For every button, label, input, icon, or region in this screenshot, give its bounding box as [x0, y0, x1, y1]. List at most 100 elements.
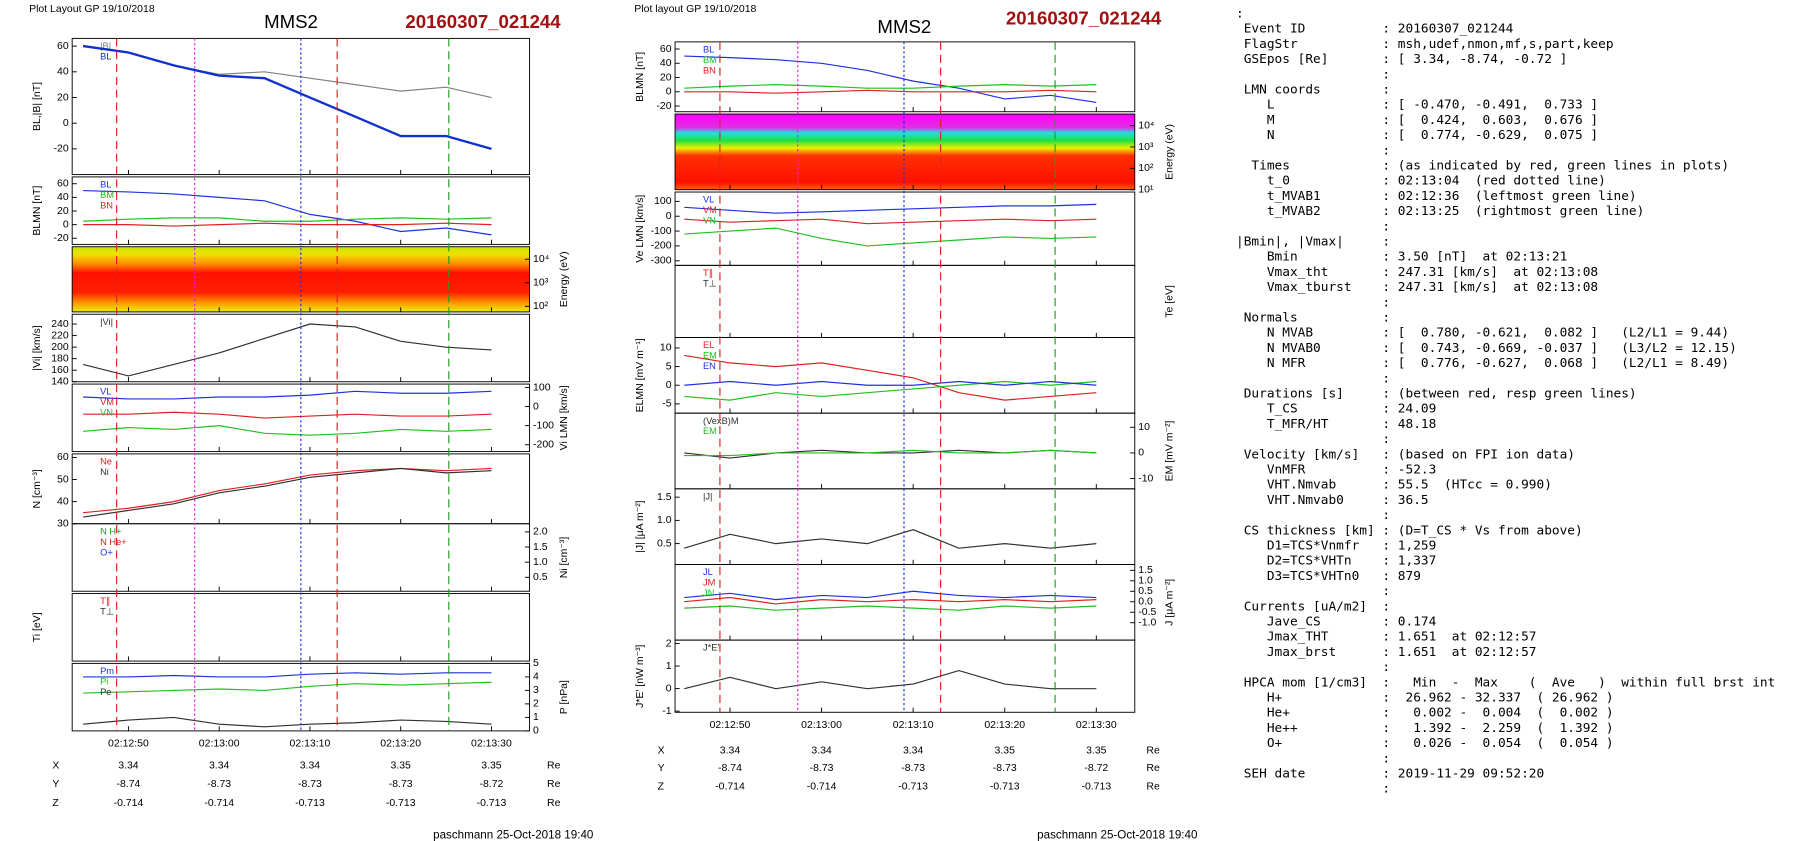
- y-tick-label: 10³: [533, 278, 549, 289]
- y-axis-label: Ni [cm⁻³]: [559, 537, 570, 579]
- y-tick-label: 10¹: [1138, 184, 1154, 195]
- listing-line: CS thickness [km] : (D=T_CS * Vs from ab…: [1236, 523, 1583, 538]
- data-line: [83, 411, 492, 419]
- layout-note: Plot Layout GP 19/10/2018: [29, 4, 155, 15]
- y-tick-label: 0: [63, 219, 69, 230]
- y-tick-label: 180: [51, 353, 69, 364]
- y-tick-label: 40: [57, 496, 69, 507]
- layout-note: Plot layout GP 19/10/2018: [634, 4, 756, 15]
- legend-entry: JN: [703, 588, 714, 598]
- y-tick-label: 1.5: [533, 542, 548, 553]
- y-tick-label: 2: [666, 638, 672, 649]
- listing-line: t_MVAB2 : 02:13:25 (rightmost green line…: [1236, 204, 1644, 219]
- legend-entry: BM: [703, 55, 717, 65]
- y-tick-label: 4: [533, 672, 539, 683]
- y-tick-label: 0: [666, 380, 672, 391]
- ephemeris-label: X: [52, 761, 59, 772]
- y-tick-label: 50: [57, 474, 69, 485]
- footer: paschmann 25-Oct-2018 19:40: [433, 829, 594, 841]
- listing-line: Jmax_THT : 1.651 at 02:12:57: [1236, 630, 1536, 645]
- ephemeris-value: 3.34: [811, 745, 832, 756]
- legend-entry: VM: [100, 397, 114, 407]
- listing-line: :: [1236, 751, 1390, 766]
- listing-line: :: [1236, 67, 1390, 82]
- legend-entry: (VexB)M: [703, 416, 739, 426]
- data-line: [684, 89, 1097, 94]
- y-axis-label: Energy (eV): [559, 251, 570, 307]
- legend-entry: |J|: [703, 491, 712, 501]
- legend-entry: Ne: [100, 457, 112, 467]
- y-tick-label: 1.0: [533, 557, 548, 568]
- data-line: [83, 681, 492, 694]
- y-tick-label: 20: [57, 206, 69, 217]
- data-line: [83, 672, 492, 678]
- listing-line: :: [1236, 432, 1390, 447]
- ephemeris-value: -0.713: [386, 798, 416, 809]
- y-tick-label: -1.0: [1138, 617, 1156, 628]
- data-line: [83, 467, 492, 518]
- x-tick-label: 02:13:00: [801, 720, 842, 731]
- panel-frame: [674, 264, 1136, 338]
- y-tick-label: -20: [656, 101, 671, 112]
- ephemeris-unit: Re: [547, 798, 561, 809]
- y-tick-label: 10³: [1138, 142, 1154, 153]
- y-tick-label: 60: [660, 44, 672, 55]
- legend-entry: T∥: [703, 268, 713, 278]
- y-tick-label: 0: [1138, 448, 1144, 459]
- ephemeris-unit: Re: [547, 761, 561, 772]
- y-axis-label: Ti [eV]: [32, 612, 43, 642]
- listing-line: M : [ 0.424, 0.603, 0.676 ]: [1236, 113, 1598, 128]
- legend-entry: BN: [100, 200, 113, 210]
- listing-line: Jmax_brst : 1.651 at 02:12:57: [1236, 645, 1536, 660]
- y-tick-label: 40: [57, 67, 69, 78]
- ephemeris-label: X: [658, 745, 665, 756]
- legend-entry: VN: [703, 216, 716, 226]
- listing-line: Velocity [km/s] : (based on FPI ion data…: [1236, 447, 1575, 462]
- data-line: [684, 529, 1097, 549]
- listing-line: N MFR : [ 0.776, -0.627, 0.068 ] (L2/L1 …: [1236, 356, 1729, 371]
- ephemeris-unit: Re: [1146, 782, 1160, 793]
- data-line: [83, 45, 492, 99]
- y-axis-label: Energy (eV): [1164, 124, 1175, 180]
- legend-entry: EL: [703, 340, 714, 350]
- data-line: [684, 55, 1097, 103]
- y-tick-label: 10²: [533, 301, 549, 312]
- x-tick-label: 02:13:30: [471, 738, 512, 749]
- data-line: [82, 44, 492, 150]
- legend-entry: VL: [100, 387, 111, 397]
- y-tick-label: -100: [651, 226, 672, 237]
- y-axis-label: N [cm⁻³]: [32, 469, 43, 508]
- y-tick-label: 0: [63, 118, 69, 129]
- listing-line: |Bmin|, |Vmax| :: [1236, 234, 1390, 249]
- ephemeris-unit: Re: [1146, 763, 1160, 774]
- ephemeris-label: Y: [52, 779, 59, 790]
- legend-entry: O+: [100, 547, 113, 557]
- listing-line: HPCA mom [1/cm3] : Min - Max ( Ave ) wit…: [1236, 675, 1775, 690]
- data-line: [684, 670, 1097, 690]
- y-tick-label: 60: [57, 178, 69, 189]
- ephemeris-value: 3.34: [720, 745, 741, 756]
- legend-entry: |Vi|: [100, 317, 113, 327]
- legend-entry: JL: [703, 567, 713, 577]
- y-tick-label: 20: [660, 72, 672, 83]
- event-id: 20160307_021244: [1006, 8, 1162, 29]
- y-tick-label: -300: [651, 256, 672, 267]
- data-line: [684, 227, 1097, 247]
- ephemeris-value: -0.713: [1081, 782, 1111, 793]
- y-axis-label: BL,|B| [nT]: [32, 82, 43, 131]
- listing-line: N : [ 0.774, -0.629, 0.075 ]: [1236, 128, 1598, 143]
- data-line: [83, 390, 492, 400]
- listing-line: Normals :: [1236, 310, 1390, 325]
- legend-entry: Pm: [100, 666, 114, 676]
- ephemeris-label: Y: [658, 763, 665, 774]
- legend-entry: Ni: [100, 467, 109, 477]
- data-line: [83, 425, 492, 436]
- y-tick-label: 0: [666, 211, 672, 222]
- ephemeris-value: -0.714: [114, 798, 144, 809]
- data-line: [684, 449, 1097, 457]
- y-tick-label: -20: [54, 144, 69, 155]
- y-tick-label: 40: [660, 58, 672, 69]
- ephemeris-value: 3.35: [481, 761, 502, 772]
- listing-line: Currents [uA/m2] :: [1236, 599, 1390, 614]
- ephemeris-value: 3.34: [903, 745, 924, 756]
